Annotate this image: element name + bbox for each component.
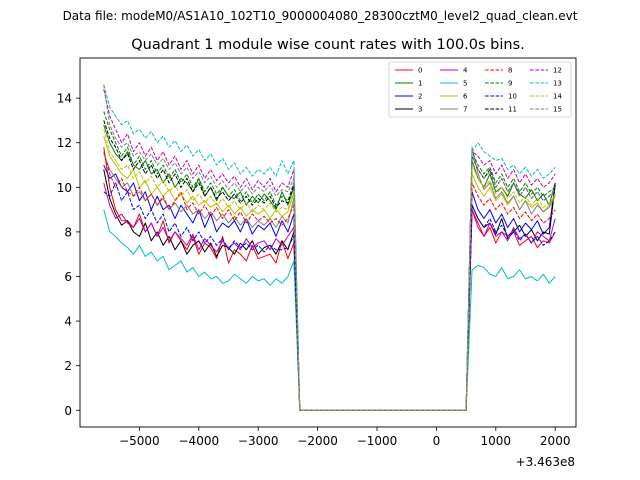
y-tick-label: 14 <box>57 92 72 106</box>
legend-label-6: 6 <box>463 93 468 101</box>
y-tick-label: 6 <box>64 270 72 284</box>
y-tick-label: 10 <box>57 181 72 195</box>
legend-label-15: 15 <box>553 106 562 114</box>
legend-label-4: 4 <box>463 67 468 75</box>
x-tick-label: −5000 <box>119 434 160 448</box>
axes-frame <box>79 57 577 428</box>
x-axis: −5000 −4000 −3000 −2000 −1000 0 1000 2000 <box>119 427 570 448</box>
legend-box <box>388 61 572 118</box>
legend-label-13: 13 <box>553 80 562 88</box>
x-tick-label: −3000 <box>238 434 279 448</box>
legend-label-2: 2 <box>418 93 422 101</box>
legend-label-7: 7 <box>463 106 467 114</box>
x-tick-label: 2000 <box>540 434 571 448</box>
series-line-14 <box>103 129 556 411</box>
legend-label-5: 5 <box>463 80 467 88</box>
legend-label-14: 14 <box>553 93 562 101</box>
x-tick-label: −2000 <box>297 434 338 448</box>
plot-lines <box>103 84 556 411</box>
legend-label-12: 12 <box>553 67 562 75</box>
legend-label-0: 0 <box>418 67 422 75</box>
y-tick-label: 4 <box>64 315 72 329</box>
x-tick-label: 0 <box>433 434 441 448</box>
x-tick-label: −4000 <box>179 434 220 448</box>
x-tick-label: 1000 <box>481 434 512 448</box>
y-tick-label: 8 <box>64 225 72 239</box>
y-axis: 0 2 4 6 8 10 12 14 <box>57 92 80 418</box>
x-offset-label: +3.463e8 <box>516 455 575 469</box>
legend-label-11: 11 <box>508 106 517 114</box>
y-tick-label: 12 <box>57 136 72 150</box>
y-tick-label: 2 <box>64 359 72 373</box>
legend-label-8: 8 <box>508 67 512 75</box>
legend-label-9: 9 <box>508 80 512 88</box>
figure-suptitle: Data file: modeM0/AS1A10_102T10_90000040… <box>63 9 578 23</box>
legend-label-10: 10 <box>508 93 517 101</box>
chart-title: Quadrant 1 module wise count rates with … <box>131 37 525 53</box>
y-tick-label: 0 <box>64 404 72 418</box>
series-line-15 <box>103 84 556 411</box>
x-tick-label: −1000 <box>357 434 398 448</box>
legend-label-3: 3 <box>418 106 422 114</box>
legend-label-1: 1 <box>418 80 422 88</box>
series-line-8 <box>103 151 556 411</box>
